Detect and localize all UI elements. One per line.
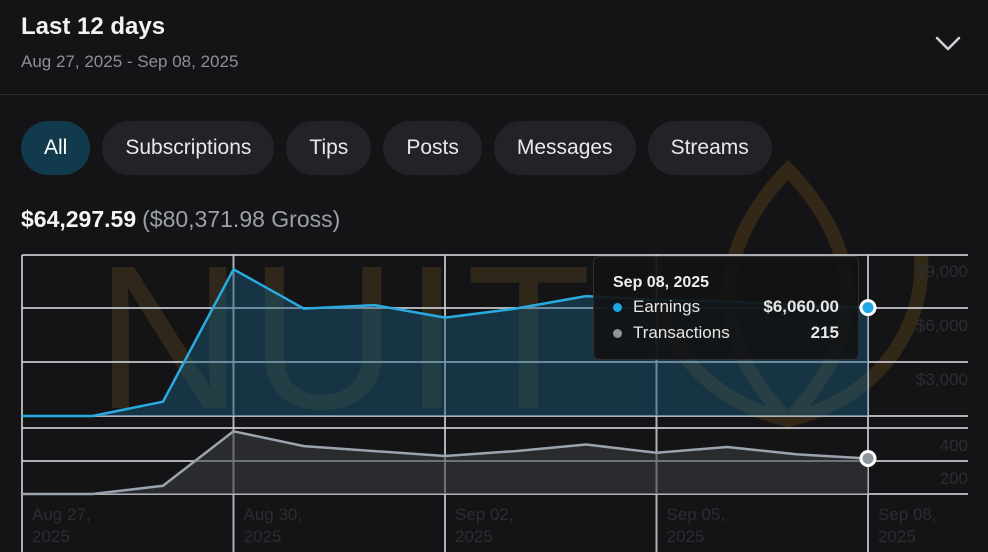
svg-text:NUIT: NUIT bbox=[95, 223, 597, 452]
date-range: Aug 27, 2025 - Sep 08, 2025 bbox=[21, 52, 239, 71]
hover-markers bbox=[859, 299, 877, 468]
net-earnings: $64,297.59 bbox=[21, 206, 137, 232]
svg-text:$6,000: $6,000 bbox=[916, 316, 968, 335]
svg-text:Sep 05,: Sep 05, bbox=[667, 505, 726, 524]
tab-messages[interactable]: Messages bbox=[493, 121, 636, 175]
tooltip-value: 215 bbox=[810, 323, 839, 342]
svg-text:2025: 2025 bbox=[455, 527, 493, 546]
svg-text:Aug 27,: Aug 27, bbox=[32, 505, 91, 524]
period-title: Last 12 days bbox=[21, 13, 166, 40]
svg-text:$9,000: $9,000 bbox=[916, 262, 968, 281]
tooltip-row-earnings: Earnings $6,060.00 bbox=[613, 297, 839, 317]
svg-text:Aug 30,: Aug 30, bbox=[244, 505, 303, 524]
category-tabs: All Subscriptions Tips Posts Messages St… bbox=[21, 121, 772, 175]
transactions-dot-icon bbox=[613, 328, 622, 338]
chevron-down-icon[interactable] bbox=[934, 34, 962, 54]
tooltip-value: $6,060.00 bbox=[763, 297, 839, 316]
tab-all[interactable]: All bbox=[21, 121, 91, 175]
tooltip-date: Sep 08, 2025 bbox=[613, 274, 710, 291]
svg-text:Sep 08,: Sep 08, bbox=[878, 505, 937, 524]
tooltip-row-transactions: Transactions 215 bbox=[613, 323, 839, 343]
chart-tooltip: Sep 08, 2025 Earnings $6,060.00 Transact… bbox=[593, 256, 859, 360]
tab-posts[interactable]: Posts bbox=[383, 121, 482, 175]
svg-text:400: 400 bbox=[940, 436, 968, 455]
svg-text:Sep 02,: Sep 02, bbox=[455, 505, 514, 524]
earnings-dot-icon bbox=[613, 302, 622, 312]
earnings-summary: $64,297.59 ($80,371.98 Gross) bbox=[21, 206, 340, 233]
svg-text:2025: 2025 bbox=[244, 527, 282, 546]
svg-text:200: 200 bbox=[940, 469, 968, 488]
tab-tips[interactable]: Tips bbox=[286, 121, 372, 175]
svg-text:2025: 2025 bbox=[878, 527, 916, 546]
svg-text:2025: 2025 bbox=[32, 527, 70, 546]
tooltip-label: Transactions bbox=[633, 323, 730, 342]
tab-streams[interactable]: Streams bbox=[647, 121, 772, 175]
svg-text:$3,000: $3,000 bbox=[916, 370, 968, 389]
header: Last 12 days Aug 27, 2025 - Sep 08, 2025 bbox=[0, 0, 988, 95]
svg-text:2025: 2025 bbox=[667, 527, 705, 546]
tooltip-label: Earnings bbox=[633, 297, 701, 316]
tab-subscriptions[interactable]: Subscriptions bbox=[102, 121, 275, 175]
gross-earnings: ($80,371.98 Gross) bbox=[142, 206, 341, 232]
axis-labels: $9,000 $6,000 $3,000 400 200 Aug 27, 2025 Aug 3… bbox=[32, 262, 968, 546]
